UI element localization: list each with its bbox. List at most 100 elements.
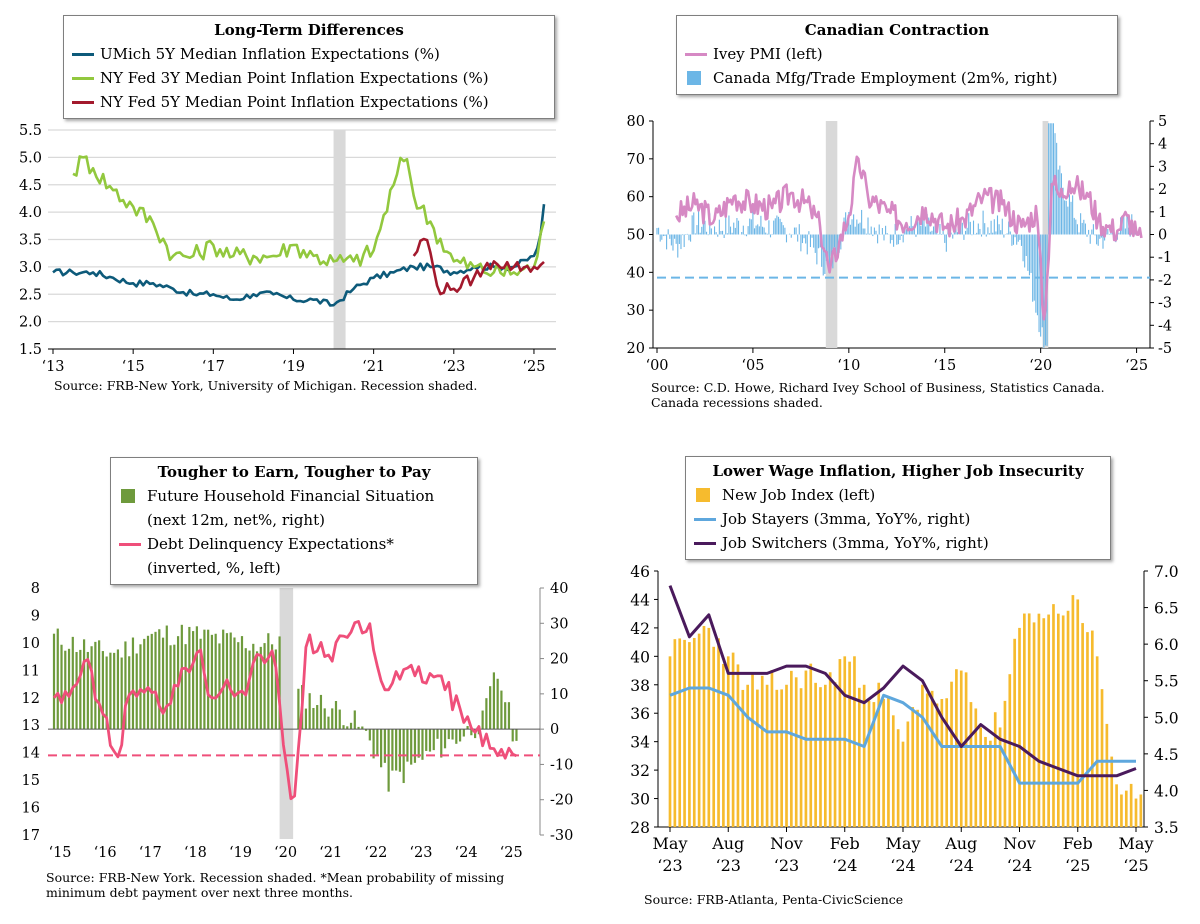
bar-new-job [707, 627, 711, 827]
x-tick-label: ‘13 [41, 359, 64, 375]
bar-new-job [955, 669, 958, 827]
legend-label: Future Household Financial Situation [147, 487, 435, 505]
bar-new-job [901, 741, 905, 827]
chart-4-svg: 28 30 32 34 36 38 40 42 44 46 3.5 4.0 4.5 5.0 5.5 6.0 6.… [630, 563, 1179, 875]
x-tick-label: ‘19 [229, 845, 252, 861]
bar-new-job [731, 652, 735, 827]
y-tick-label-right: -20 [550, 793, 573, 809]
bar-new-job [785, 684, 788, 827]
x-tick-label-year: ‘24 [949, 856, 974, 875]
x-tick-label-month: Aug [711, 834, 744, 853]
x-tick-label: ‘20 [1029, 358, 1052, 374]
bar-new-job [1047, 614, 1050, 827]
y-tick-label-left: 50 [627, 228, 645, 244]
x-tick-label: ‘20 [274, 845, 297, 861]
x-tick-label: ‘21 [362, 359, 385, 375]
y-tick-label-right: 5.0 [1154, 709, 1179, 727]
y-tick-label-right: 3 [1158, 159, 1167, 175]
bar-fin-situation [184, 644, 187, 730]
chart-4-title: Lower Wage Inflation, Higher Job Insecur… [712, 462, 1084, 480]
source-line: Source: C.D. Howe, Richard Ivey School o… [651, 380, 1105, 395]
y-tick-label-left: 32 [630, 762, 650, 780]
bar-fin-situation [131, 637, 135, 730]
bar-new-job [692, 637, 696, 827]
bar-fin-situation [135, 653, 138, 730]
bar-fin-situation [244, 648, 247, 730]
bar-fin-situation [259, 646, 262, 730]
y-tick-label-left: 30 [627, 303, 645, 319]
bar-fin-situation [432, 729, 435, 751]
y-tick-label-left: 42 [630, 620, 650, 638]
bar-fin-situation [113, 652, 116, 730]
bar-fin-situation [169, 645, 172, 730]
bar-new-job [891, 715, 895, 827]
bar-new-job [697, 633, 701, 827]
bar-new-job [828, 672, 832, 827]
bar-fin-situation [410, 729, 413, 765]
y-tick-label: 4.0 [19, 205, 42, 221]
y-tick-label-left: 8 [31, 581, 40, 597]
y-tick-label-left: 36 [630, 705, 650, 723]
bar-fin-situation [207, 629, 210, 730]
bar-new-job [770, 670, 774, 827]
bar-fin-situation [233, 637, 236, 730]
chart-2-svg: 20 30 40 50 60 70 80 -5 -4 -3 -2 -1 0 1 2 3 4 5 ‘00 ‘05 ‘10 ‘… [627, 114, 1173, 374]
bar-new-job [1061, 615, 1065, 827]
bar-fin-situation [139, 644, 142, 730]
legend-item-delinquency: Debt Delinquency Expectations* [119, 532, 469, 556]
legend-label: NY Fed 5Y Median Point Inflation Expecta… [100, 93, 489, 111]
bar-fin-situation [90, 646, 93, 730]
y-tick-label-right: -2 [1158, 273, 1172, 289]
bar-fin-situation [94, 641, 97, 730]
chart-2-source: Source: C.D. Howe, Richard Ivey School o… [651, 380, 1105, 410]
bar-fin-situation [101, 651, 104, 730]
legend-item-canada-emp: Canada Mfg/Trade Employment (2m%, right) [685, 66, 1109, 90]
x-tick-label: ‘21 [319, 845, 342, 861]
bar-fin-situation [150, 633, 153, 730]
bar-fin-situation [466, 726, 469, 730]
bar-new-job [872, 702, 876, 827]
y-tick-label-left: 16 [22, 801, 40, 817]
bar-fin-situation [210, 634, 214, 730]
legend-item-nyfed5: NY Fed 5Y Median Point Inflation Expecta… [72, 90, 546, 114]
legend-label: New Job Index (left) [722, 486, 876, 504]
bar-new-job [775, 689, 779, 827]
bar-new-job [726, 656, 730, 827]
bar-fin-situation [278, 636, 281, 730]
bar-new-job [1110, 756, 1114, 827]
bar-fin-situation [353, 710, 356, 730]
bar-new-job [746, 684, 750, 827]
recession-shade [279, 588, 294, 839]
bar-fin-situation [180, 624, 183, 730]
bar-fin-situation [192, 631, 195, 730]
bar-fin-situation [270, 644, 274, 730]
x-tick-label-month: May [1119, 834, 1154, 853]
bar-fin-situation [120, 657, 123, 730]
series-line-delinquency [52, 620, 518, 801]
x-tick-label: ‘23 [442, 359, 465, 375]
y-tick-label-right: 20 [550, 652, 568, 668]
bar-new-job [1027, 613, 1031, 827]
bar-new-job [867, 700, 871, 827]
bar-new-job [799, 688, 803, 827]
bar-new-job [1023, 613, 1026, 827]
bar-new-job [809, 663, 813, 827]
bar-new-job [1076, 599, 1080, 827]
x-tick-label-year: ‘24 [890, 856, 915, 875]
bar-new-job [1056, 613, 1060, 827]
recession-shade [333, 130, 346, 349]
series-line-nyfed3 [72, 155, 546, 277]
y-tick-label-left: 80 [627, 114, 645, 130]
bar-new-job [823, 684, 827, 827]
bar-new-job [848, 661, 851, 827]
y-tick-label-left: 10 [22, 636, 40, 652]
y-tick-label-left: 20 [627, 341, 645, 357]
bar-new-job [1124, 790, 1128, 827]
y-tick-label-left: 28 [630, 819, 650, 837]
bar-fin-situation [334, 701, 338, 730]
bar-new-job [862, 684, 866, 827]
bar-fin-situation [357, 726, 360, 730]
bar-fin-situation [511, 729, 514, 742]
bar-new-job [688, 642, 691, 827]
bar-fin-situation [312, 707, 315, 730]
